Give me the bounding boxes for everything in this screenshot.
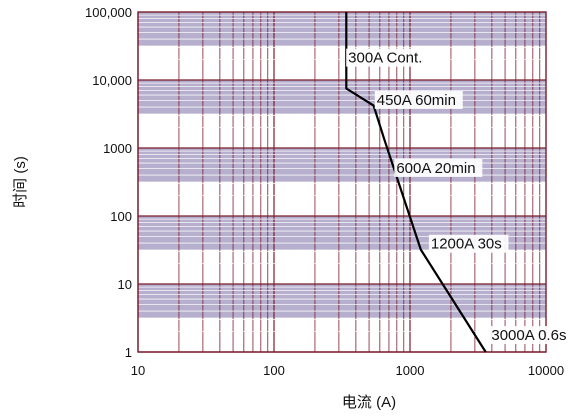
y-tick-label: 100 xyxy=(110,209,132,224)
background-bands xyxy=(138,12,546,352)
vertical-grid xyxy=(137,12,541,352)
annotation-bg xyxy=(428,234,509,253)
y-tick-label: 1000 xyxy=(103,141,132,156)
annotation-bg xyxy=(374,90,463,109)
annotation-bg xyxy=(394,158,483,177)
y-tick-label: 10,000 xyxy=(92,73,132,88)
annotation-label: 450A 60min xyxy=(377,92,456,109)
annotation-bg xyxy=(346,48,435,67)
y-tick-label: 1 xyxy=(125,345,132,360)
y-tick-label: 100,000 xyxy=(85,5,132,20)
band xyxy=(138,148,546,182)
plot-frame xyxy=(137,11,547,353)
annotation-label: 300A Cont. xyxy=(348,50,422,67)
x-tick-label: 100 xyxy=(263,363,285,378)
y-tick-labels: 1 10 100 1000 10,000 100,000 xyxy=(85,5,132,360)
curve-annotations: 300A Cont. 450A 60min 600A 20min 1200A 30s 3… xyxy=(346,48,578,345)
x-axis-title: 电流 (A) xyxy=(342,394,396,411)
annotation-label: 600A 20min xyxy=(396,160,475,177)
x-tick-labels: 10 100 1000 10000 xyxy=(131,363,564,378)
y-axis-title: 时间 (s) xyxy=(12,156,29,208)
x-tick-label: 10000 xyxy=(528,363,564,378)
x-tick-label: 1000 xyxy=(396,363,425,378)
band xyxy=(138,12,546,46)
series-curve xyxy=(345,12,487,353)
x-tick-label: 10 xyxy=(131,363,145,378)
annotation-label: 3000A 0.6s xyxy=(491,327,566,344)
y-tick-label: 10 xyxy=(118,277,132,292)
annotation-bg xyxy=(489,326,578,345)
annotation-label: 1200A 30s xyxy=(431,236,502,253)
band xyxy=(138,284,546,318)
band xyxy=(138,80,546,114)
